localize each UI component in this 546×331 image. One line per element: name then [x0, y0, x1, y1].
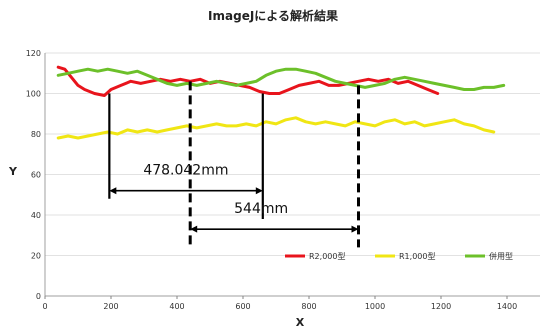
y-axis-label: Y	[8, 165, 18, 178]
x-tick-label: 0	[42, 302, 47, 311]
y-tick-label: 80	[31, 130, 41, 139]
series-line-2	[56, 67, 506, 91]
x-tick-label: 1000	[365, 302, 385, 311]
x-axis-label: X	[296, 316, 305, 329]
chart-title: ImageJによる解析結果	[208, 8, 338, 23]
x-tick-label: 800	[301, 302, 316, 311]
y-tick-label: 0	[36, 292, 41, 301]
arrow-head-left	[109, 187, 117, 195]
x-tick-label: 600	[235, 302, 250, 311]
legend: R2,000型 R1,000型 併用型	[285, 251, 513, 261]
y-tick-label: 100	[26, 90, 41, 99]
measurement-annotations: 478.042mm 544mm	[108, 81, 360, 248]
arrow-head-left	[190, 225, 198, 233]
legend-label-0: R2,000型	[309, 252, 345, 261]
x-tick-label: 1400	[497, 302, 517, 311]
series-lines	[56, 65, 506, 140]
legend-label-1: R1,000型	[399, 252, 435, 261]
legend-label-2: 併用型	[489, 251, 513, 261]
x-tick-label: 200	[103, 302, 118, 311]
grid	[45, 52, 540, 297]
measure-label: 478.042mm	[143, 163, 228, 179]
y-tick-label: 40	[31, 211, 41, 220]
arrow-head-right	[351, 225, 359, 233]
measure-label: 544mm	[234, 201, 288, 217]
y-tick-label: 120	[26, 49, 41, 58]
series-line-1	[56, 116, 496, 140]
x-tick-label: 1200	[431, 302, 451, 311]
y-tick-label: 60	[31, 171, 41, 180]
arrow-head-right	[255, 187, 263, 195]
y-tick-label: 20	[31, 252, 41, 261]
x-tick-label: 400	[169, 302, 184, 311]
